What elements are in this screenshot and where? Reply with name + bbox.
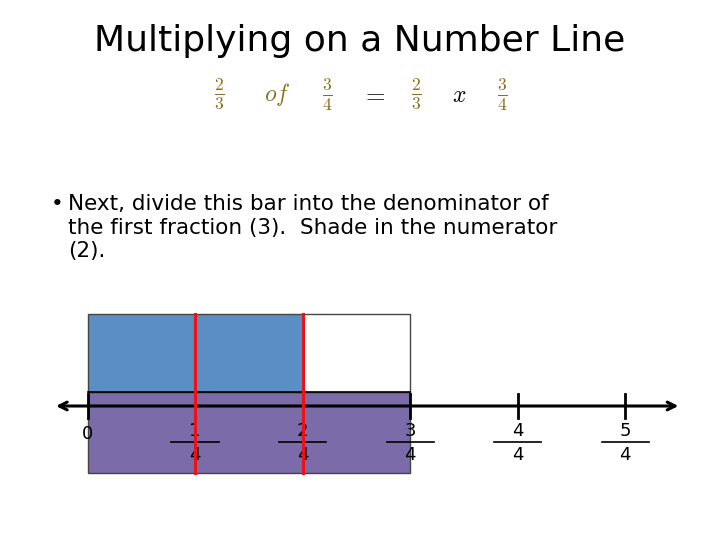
Text: 1: 1	[189, 422, 201, 440]
Text: Next, divide this bar into the denominator of: Next, divide this bar into the denominat…	[68, 194, 549, 214]
Text: (2).: (2).	[68, 241, 106, 261]
Text: $\frac{3}{4}$: $\frac{3}{4}$	[498, 76, 508, 113]
Text: $\frac{2}{3}$: $\frac{2}{3}$	[411, 77, 421, 112]
Bar	[302, 314, 410, 392]
Text: $\frac{3}{4}$: $\frac{3}{4}$	[323, 76, 333, 113]
Text: $\frac{2}{3}$: $\frac{2}{3}$	[215, 77, 225, 112]
Text: 4: 4	[619, 446, 631, 464]
Text: 2: 2	[297, 422, 308, 440]
Bar	[88, 314, 410, 392]
Text: 4: 4	[405, 446, 416, 464]
Text: 4: 4	[512, 446, 523, 464]
Text: 5: 5	[619, 422, 631, 440]
Bar	[88, 314, 302, 392]
Text: Multiplying on a Number Line: Multiplying on a Number Line	[94, 24, 626, 58]
Text: 0: 0	[82, 426, 94, 443]
Bar	[88, 392, 410, 473]
Text: the first fraction (3).  Shade in the numerator: the first fraction (3). Shade in the num…	[68, 218, 558, 238]
Text: •: •	[50, 194, 63, 214]
Text: 4: 4	[189, 446, 201, 464]
Text: 4: 4	[512, 422, 523, 440]
Text: $\mathit{of}$: $\mathit{of}$	[264, 81, 290, 108]
Text: $=$: $=$	[361, 83, 385, 106]
Text: 3: 3	[405, 422, 416, 440]
Text: $x$: $x$	[452, 83, 467, 106]
Text: 4: 4	[297, 446, 308, 464]
